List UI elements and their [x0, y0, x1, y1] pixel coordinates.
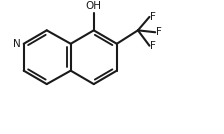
Text: OH: OH [86, 1, 102, 11]
Text: F: F [150, 12, 156, 22]
Text: N: N [13, 39, 21, 49]
Text: F: F [156, 27, 162, 37]
Text: F: F [150, 41, 156, 51]
